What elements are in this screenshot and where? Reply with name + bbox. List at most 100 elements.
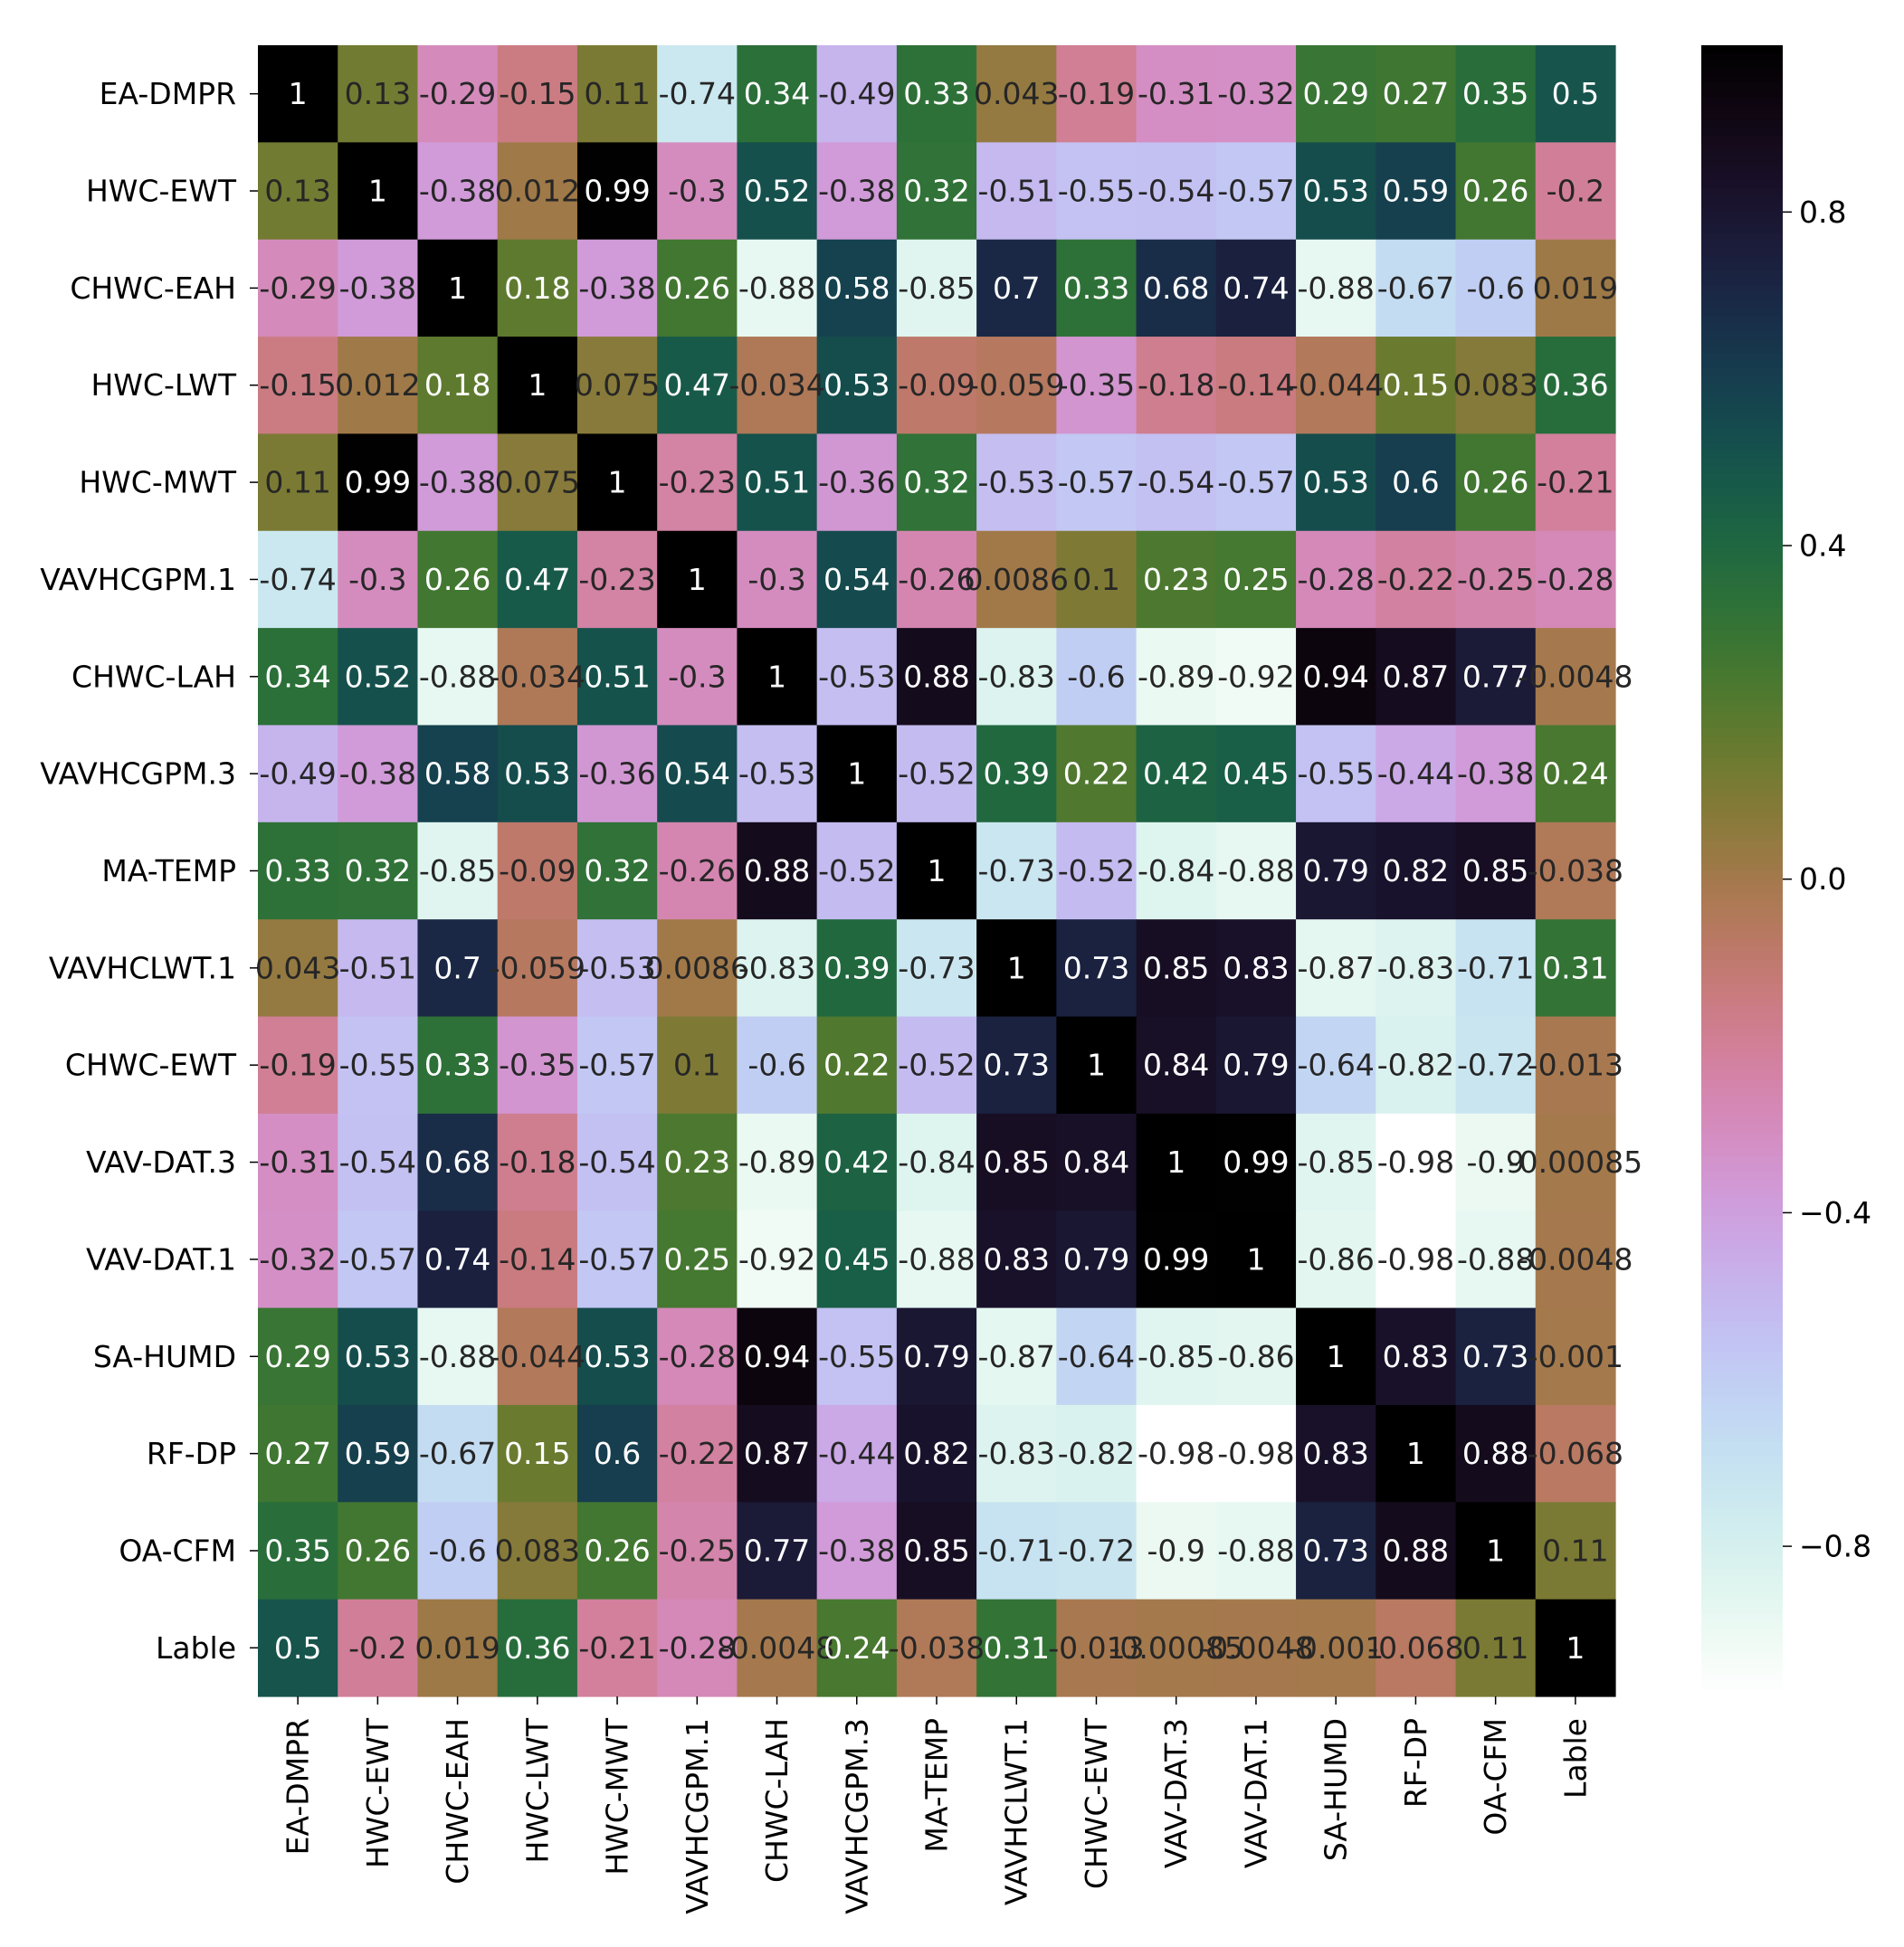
cell-annotation: 0.73 — [1302, 1533, 1368, 1568]
heatmap-cell — [896, 1502, 977, 1600]
colorbar-segment — [1701, 1253, 1783, 1262]
cell-annotation: -0.44 — [818, 1436, 895, 1471]
colorbar-segment — [1701, 570, 1783, 579]
x-tick-label: VAV-DAT.3 — [1158, 1718, 1194, 1868]
cell-annotation: -0.88 — [1297, 271, 1374, 306]
x-tick-label: MA-TEMP — [919, 1718, 955, 1853]
heatmap-cell — [1455, 628, 1537, 727]
colorbar-segment — [1701, 1531, 1783, 1540]
heatmap-cell — [338, 822, 419, 920]
heatmap-cell — [737, 1113, 818, 1211]
cell-annotation: -0.18 — [499, 1144, 576, 1180]
heatmap-cell — [497, 45, 578, 143]
y-axis-tick-labels: EA-DMPR HWC-EWT CHWC-EAH HWC-LWT HWC-MWT VAVH… — [40, 76, 258, 1666]
heatmap-cell — [1376, 628, 1457, 727]
cell-annotation: -0.034 — [728, 367, 824, 403]
colorbar-segment — [1701, 322, 1783, 332]
colorbar-segment — [1701, 848, 1783, 857]
cell-annotation: -0.19 — [1058, 76, 1135, 111]
cell-annotation: -0.22 — [1377, 562, 1454, 597]
cell-annotation: -0.98 — [1138, 1436, 1214, 1471]
heatmap-cell — [1535, 1113, 1616, 1211]
y-tick-label: HWC-LWT — [90, 367, 236, 403]
cell-annotation: -0.00085 — [1109, 1630, 1243, 1666]
cell-annotation: 0.53 — [1302, 174, 1368, 209]
colorbar-segment — [1701, 1096, 1783, 1105]
heatmap-cell — [1535, 1016, 1616, 1115]
colorbar-segment — [1701, 743, 1783, 752]
heatmap-cell — [1215, 628, 1297, 727]
heatmap-cell — [1215, 142, 1297, 241]
colorbar-segment — [1701, 428, 1783, 437]
colorbar-segment — [1701, 367, 1783, 376]
colorbar-segment — [1701, 337, 1783, 347]
cell-annotation: -0.38 — [578, 271, 655, 306]
cell-annotation: -0.09 — [898, 367, 975, 403]
heatmap-cell — [657, 919, 738, 1018]
heatmap-cell — [657, 239, 738, 337]
colorbar-segment — [1701, 1515, 1783, 1525]
heatmap-cell — [816, 1113, 898, 1211]
colorbar-segment — [1701, 1208, 1783, 1217]
heatmap-cell — [657, 1404, 738, 1503]
cell-annotation: -0.57 — [1217, 174, 1294, 209]
heatmap-cell — [1296, 239, 1376, 337]
cell-annotation: -0.15 — [259, 367, 336, 403]
heatmap-cell — [657, 337, 738, 435]
heatmap-cell — [1535, 628, 1616, 727]
heatmap-cell — [1455, 337, 1537, 435]
cell-annotation: -0.53 — [738, 756, 815, 792]
colorbar-segment — [1701, 128, 1783, 137]
heatmap-cell — [816, 433, 898, 532]
heatmap-cell — [576, 628, 658, 727]
cell-annotation: 0.53 — [504, 756, 570, 792]
heatmap-cell — [338, 337, 419, 435]
cell-annotation: -0.29 — [419, 76, 496, 111]
heatmap-cell — [338, 1113, 419, 1211]
heatmap-cell — [1376, 1016, 1457, 1115]
cell-annotation: -0.3 — [747, 562, 805, 597]
colorbar-segment — [1701, 1426, 1783, 1435]
heatmap-cell — [258, 45, 338, 143]
colorbar-segment — [1701, 510, 1783, 519]
cell-annotation: -0.23 — [578, 562, 655, 597]
colorbar-segment — [1701, 1471, 1783, 1480]
heatmap-cell — [1376, 239, 1457, 337]
cell-annotation: 0.99 — [584, 174, 650, 209]
colorbar-segment — [1701, 1448, 1783, 1458]
heatmap-cell — [1056, 919, 1138, 1018]
cell-annotation: -0.53 — [978, 465, 1055, 500]
heatmap-cell — [1296, 45, 1376, 143]
cell-annotation: 0.29 — [1302, 76, 1368, 111]
cell-annotation: -0.83 — [978, 659, 1055, 694]
cell-annotation: 0.012 — [495, 174, 580, 209]
heatmap-cell — [1296, 530, 1376, 629]
cell-annotation: -0.38 — [1457, 756, 1534, 792]
heatmap-cell — [576, 433, 658, 532]
cell-annotation: 1 — [1406, 1436, 1425, 1471]
heatmap-cell — [737, 628, 818, 727]
cell-annotation: -0.74 — [659, 76, 736, 111]
colorbar-segment — [1701, 878, 1783, 887]
colorbar-segment — [1701, 668, 1783, 677]
cell-annotation: -0.54 — [1138, 465, 1214, 500]
heatmap-cell — [1136, 45, 1217, 143]
colorbar-segment — [1701, 938, 1783, 947]
cell-annotation: -0.67 — [1377, 271, 1454, 306]
heatmap-cell — [417, 239, 499, 337]
colorbar-segment — [1701, 292, 1783, 301]
cell-annotation: -0.55 — [1297, 756, 1374, 792]
heatmap-cell — [576, 337, 658, 435]
heatmap-cell — [497, 239, 578, 337]
colorbar-segment — [1701, 803, 1783, 812]
heatmap-cell — [657, 1211, 738, 1309]
heatmap-cell — [1296, 142, 1376, 241]
cell-annotation: 0.51 — [744, 465, 810, 500]
colorbar-segment — [1701, 1260, 1783, 1269]
cell-annotation: 1 — [767, 659, 786, 694]
heatmap-cell — [896, 628, 977, 727]
heatmap-cell — [1215, 1211, 1297, 1309]
cell-annotation: -0.64 — [1297, 1048, 1374, 1083]
heatmap-cell — [657, 725, 738, 823]
cell-annotation: 1 — [1246, 1241, 1265, 1277]
